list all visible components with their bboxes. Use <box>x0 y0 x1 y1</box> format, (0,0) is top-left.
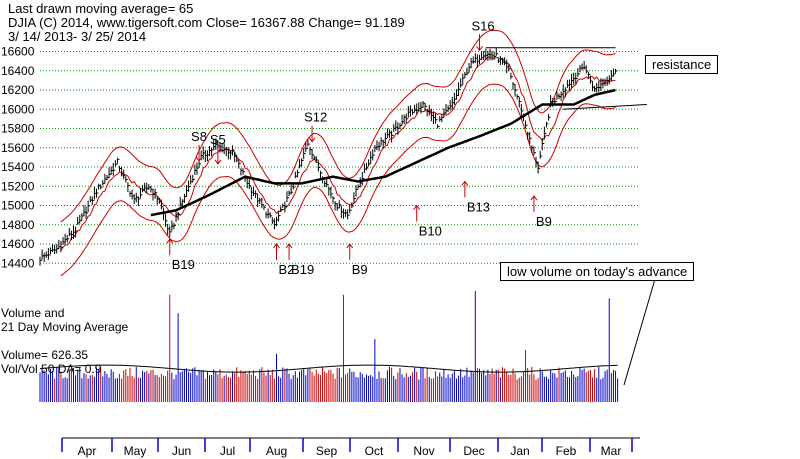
month-label: Oct <box>365 444 384 458</box>
signal-label: S5 <box>210 132 226 147</box>
resistance-label: resistance <box>645 55 719 74</box>
y-tick-label: 15600 <box>1 141 35 155</box>
month-label: Jun <box>172 444 191 458</box>
buy-arrow-head <box>413 204 421 210</box>
y-tick-label: 14400 <box>1 256 35 270</box>
volume-ratio: Vol/Vol 50 DA= 0.9 <box>1 362 102 376</box>
signal-b2: B2 <box>273 243 294 277</box>
upper-band <box>60 29 616 223</box>
y-tick-label: 16400 <box>1 64 35 78</box>
month-label: Apr <box>78 444 97 458</box>
low-volume-pointer <box>623 278 656 386</box>
month-label: Aug <box>266 444 287 458</box>
signal-label: B19 <box>172 257 195 272</box>
y-tick-label: 15400 <box>1 160 35 174</box>
signal-label: S8 <box>191 129 207 144</box>
y-tick-label: 15000 <box>1 199 35 213</box>
signal-label: B13 <box>467 199 490 214</box>
buy-arrow-head <box>273 243 280 249</box>
support-line <box>563 103 647 110</box>
signal-b19: B19 <box>166 238 195 272</box>
signal-label: B2 <box>278 262 294 277</box>
signal-b19: B19 <box>285 243 314 277</box>
month-label: Feb <box>556 444 577 458</box>
low-volume-note: low volume on today's advance <box>500 262 695 281</box>
buy-arrow-head <box>166 238 174 244</box>
signal-label: S16 <box>472 18 495 33</box>
signal-label: B19 <box>291 262 314 277</box>
volume-title-1: Volume and <box>1 306 65 320</box>
signal-b9: B9 <box>346 243 368 277</box>
signal-s5: S5 <box>210 132 226 165</box>
signal-label: B10 <box>419 224 442 239</box>
header-line-2: DJIA (C) 2014, www.tigersoft.com Close= … <box>8 15 405 30</box>
y-tick-label: 15200 <box>1 179 35 193</box>
sell-arrow-head <box>476 46 483 52</box>
month-label: Jan <box>510 444 529 458</box>
y-tick-label: 16200 <box>1 83 35 97</box>
month-label: May <box>124 444 147 458</box>
signal-label: B9 <box>536 214 552 229</box>
volume-value: Volume= 626.35 <box>1 348 89 362</box>
y-tick-label: 14600 <box>1 237 35 251</box>
signal-s16: S16 <box>472 18 495 52</box>
signal-s12: S12 <box>304 110 327 143</box>
buy-arrow-head <box>285 243 293 249</box>
lower-band <box>60 83 616 277</box>
buy-arrow-head <box>530 195 538 201</box>
month-label: Mar <box>601 444 622 458</box>
signal-b10: B10 <box>413 204 442 239</box>
header-line-3: 3/ 14/ 2013- 3/ 25/ 2014 <box>8 29 147 44</box>
volume-title-2: 21 Day Moving Average <box>1 320 129 334</box>
month-label: Dec <box>463 444 484 458</box>
buy-arrow-head <box>461 180 469 186</box>
month-label: Sep <box>316 444 338 458</box>
signal-b13: B13 <box>461 180 490 214</box>
moving-average-line <box>150 88 616 217</box>
y-tick-label: 16000 <box>1 102 35 116</box>
month-label: Jul <box>220 444 235 458</box>
volume-moving-average <box>39 364 618 373</box>
sell-arrow-head <box>195 156 203 162</box>
buy-arrow-head <box>346 243 354 249</box>
y-tick-label: 15800 <box>1 122 35 136</box>
month-label: Nov <box>413 444 434 458</box>
sell-arrow-head <box>214 159 222 165</box>
signal-s8: S8 <box>191 129 207 162</box>
sell-arrow-head <box>308 137 316 143</box>
y-tick-label: 14800 <box>1 218 35 232</box>
signal-b9: B9 <box>530 195 552 229</box>
signal-label: S12 <box>304 110 327 125</box>
signal-label: B9 <box>352 262 368 277</box>
y-tick-label: 16600 <box>1 45 35 59</box>
header-line-1: Last drawn moving average= 65 <box>8 1 194 16</box>
